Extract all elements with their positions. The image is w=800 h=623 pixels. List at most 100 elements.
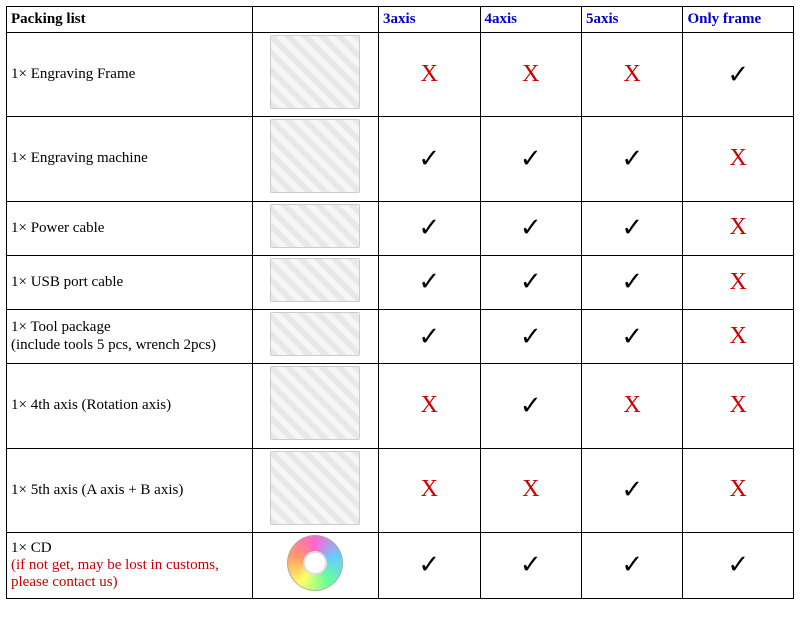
cross-icon: X xyxy=(421,61,438,87)
checkmark-icon: ✓ xyxy=(621,475,643,504)
table-row: 1× CD(if not get, may be lost in customs… xyxy=(7,532,794,598)
cell-mark: X xyxy=(683,364,794,448)
row-image-cell xyxy=(252,201,378,255)
row-label: 1× Power cable xyxy=(7,201,253,255)
header-option-2: 5axis xyxy=(581,7,682,33)
row-image-cell xyxy=(252,532,378,598)
header-option-3: Only frame xyxy=(683,7,794,33)
cell-mark: ✓ xyxy=(581,532,682,598)
checkmark-icon: ✓ xyxy=(520,144,542,173)
cell-mark: ✓ xyxy=(480,310,581,364)
table-row: 1× 4th axis (Rotation axis) X ✓ X X xyxy=(7,364,794,448)
cell-mark: ✓ xyxy=(480,364,581,448)
cell-mark: X xyxy=(379,364,480,448)
row-label-text: 1× Engraving machine xyxy=(11,150,148,166)
row-image-cell xyxy=(252,255,378,309)
cell-mark: X xyxy=(379,33,480,117)
cell-mark: ✓ xyxy=(379,117,480,201)
cable-image xyxy=(270,204,360,248)
cell-mark: ✓ xyxy=(683,532,794,598)
cell-mark: X xyxy=(581,364,682,448)
row-label: 1× 5th axis (A axis + B axis) xyxy=(7,448,253,532)
cross-icon: X xyxy=(421,392,438,418)
checkmark-icon: ✓ xyxy=(418,144,440,173)
row-label-text: 1× CD xyxy=(11,540,52,556)
cell-mark: X xyxy=(581,33,682,117)
row-label-text: 1× USB port cable xyxy=(11,274,123,290)
checkmark-icon: ✓ xyxy=(727,60,749,89)
cell-mark: ✓ xyxy=(480,532,581,598)
checkmark-icon: ✓ xyxy=(727,550,749,579)
cell-mark: ✓ xyxy=(480,117,581,201)
header-image-blank xyxy=(252,7,378,33)
row-label-text: 1× Engraving Frame xyxy=(11,66,135,82)
cell-mark: X xyxy=(480,448,581,532)
cell-mark: ✓ xyxy=(581,201,682,255)
header-option-1: 4axis xyxy=(480,7,581,33)
row-label: 1× USB port cable xyxy=(7,255,253,309)
axis5-image xyxy=(270,451,360,525)
checkmark-icon: ✓ xyxy=(418,550,440,579)
checkmark-icon: ✓ xyxy=(418,267,440,296)
cd-icon xyxy=(287,535,343,591)
checkmark-icon: ✓ xyxy=(621,144,643,173)
checkmark-icon: ✓ xyxy=(621,550,643,579)
row-label-text: 1× 5th axis (A axis + B axis) xyxy=(11,482,183,498)
checkmark-icon: ✓ xyxy=(418,322,440,351)
frame-image xyxy=(270,35,360,109)
checkmark-icon: ✓ xyxy=(520,322,542,351)
cell-mark: ✓ xyxy=(480,201,581,255)
cell-mark: X xyxy=(683,117,794,201)
cell-mark: X xyxy=(379,448,480,532)
table-row: 1× Engraving Frame X X X ✓ xyxy=(7,33,794,117)
tools-image xyxy=(270,312,360,356)
checkmark-icon: ✓ xyxy=(621,322,643,351)
cell-mark: ✓ xyxy=(581,255,682,309)
cross-icon: X xyxy=(730,145,747,171)
checkmark-icon: ✓ xyxy=(621,267,643,296)
row-label: 1× Tool package(include tools 5 pcs, wre… xyxy=(7,310,253,364)
cross-icon: X xyxy=(730,214,747,240)
cell-mark: ✓ xyxy=(379,201,480,255)
header-title: Packing list xyxy=(7,7,253,33)
row-label: 1× 4th axis (Rotation axis) xyxy=(7,364,253,448)
row-image-cell xyxy=(252,33,378,117)
row-image-cell xyxy=(252,448,378,532)
cross-icon: X xyxy=(624,392,641,418)
table-row: 1× Power cable ✓ ✓ ✓ X xyxy=(7,201,794,255)
checkmark-icon: ✓ xyxy=(520,391,542,420)
checkmark-icon: ✓ xyxy=(520,550,542,579)
checkmark-icon: ✓ xyxy=(520,213,542,242)
table-row: 1× 5th axis (A axis + B axis)XX✓X xyxy=(7,448,794,532)
cross-icon: X xyxy=(522,61,539,87)
cell-mark: ✓ xyxy=(581,117,682,201)
table-row: 1× Engraving machine ✓ ✓ ✓ X xyxy=(7,117,794,201)
checkmark-icon: ✓ xyxy=(418,213,440,242)
cell-mark: ✓ xyxy=(581,310,682,364)
table-row: 1× USB port cable ✓ ✓ ✓ X xyxy=(7,255,794,309)
cross-icon: X xyxy=(730,269,747,295)
axis4-image xyxy=(270,366,360,440)
header-option-0: 3axis xyxy=(379,7,480,33)
header-row: Packing list 3axis 4axis 5axis Only fram… xyxy=(7,7,794,33)
row-label-text: 1× Power cable xyxy=(11,220,104,236)
table-row: 1× Tool package(include tools 5 pcs, wre… xyxy=(7,310,794,364)
cell-mark: ✓ xyxy=(683,33,794,117)
cell-mark: X xyxy=(683,310,794,364)
row-label: 1× Engraving machine xyxy=(7,117,253,201)
cell-mark: ✓ xyxy=(379,532,480,598)
cell-mark: ✓ xyxy=(379,310,480,364)
row-image-cell xyxy=(252,117,378,201)
cell-mark: ✓ xyxy=(480,255,581,309)
cell-mark: X xyxy=(480,33,581,117)
cross-icon: X xyxy=(730,323,747,349)
packing-list-table: Packing list 3axis 4axis 5axis Only fram… xyxy=(6,6,794,599)
checkmark-icon: ✓ xyxy=(520,267,542,296)
row-label-note: (if not get, may be lost in customs, ple… xyxy=(11,557,219,590)
cell-mark: ✓ xyxy=(581,448,682,532)
cross-icon: X xyxy=(624,61,641,87)
cell-mark: ✓ xyxy=(379,255,480,309)
row-label-text: 1× Tool package xyxy=(11,319,111,335)
row-label: 1× Engraving Frame xyxy=(7,33,253,117)
row-image-cell xyxy=(252,364,378,448)
